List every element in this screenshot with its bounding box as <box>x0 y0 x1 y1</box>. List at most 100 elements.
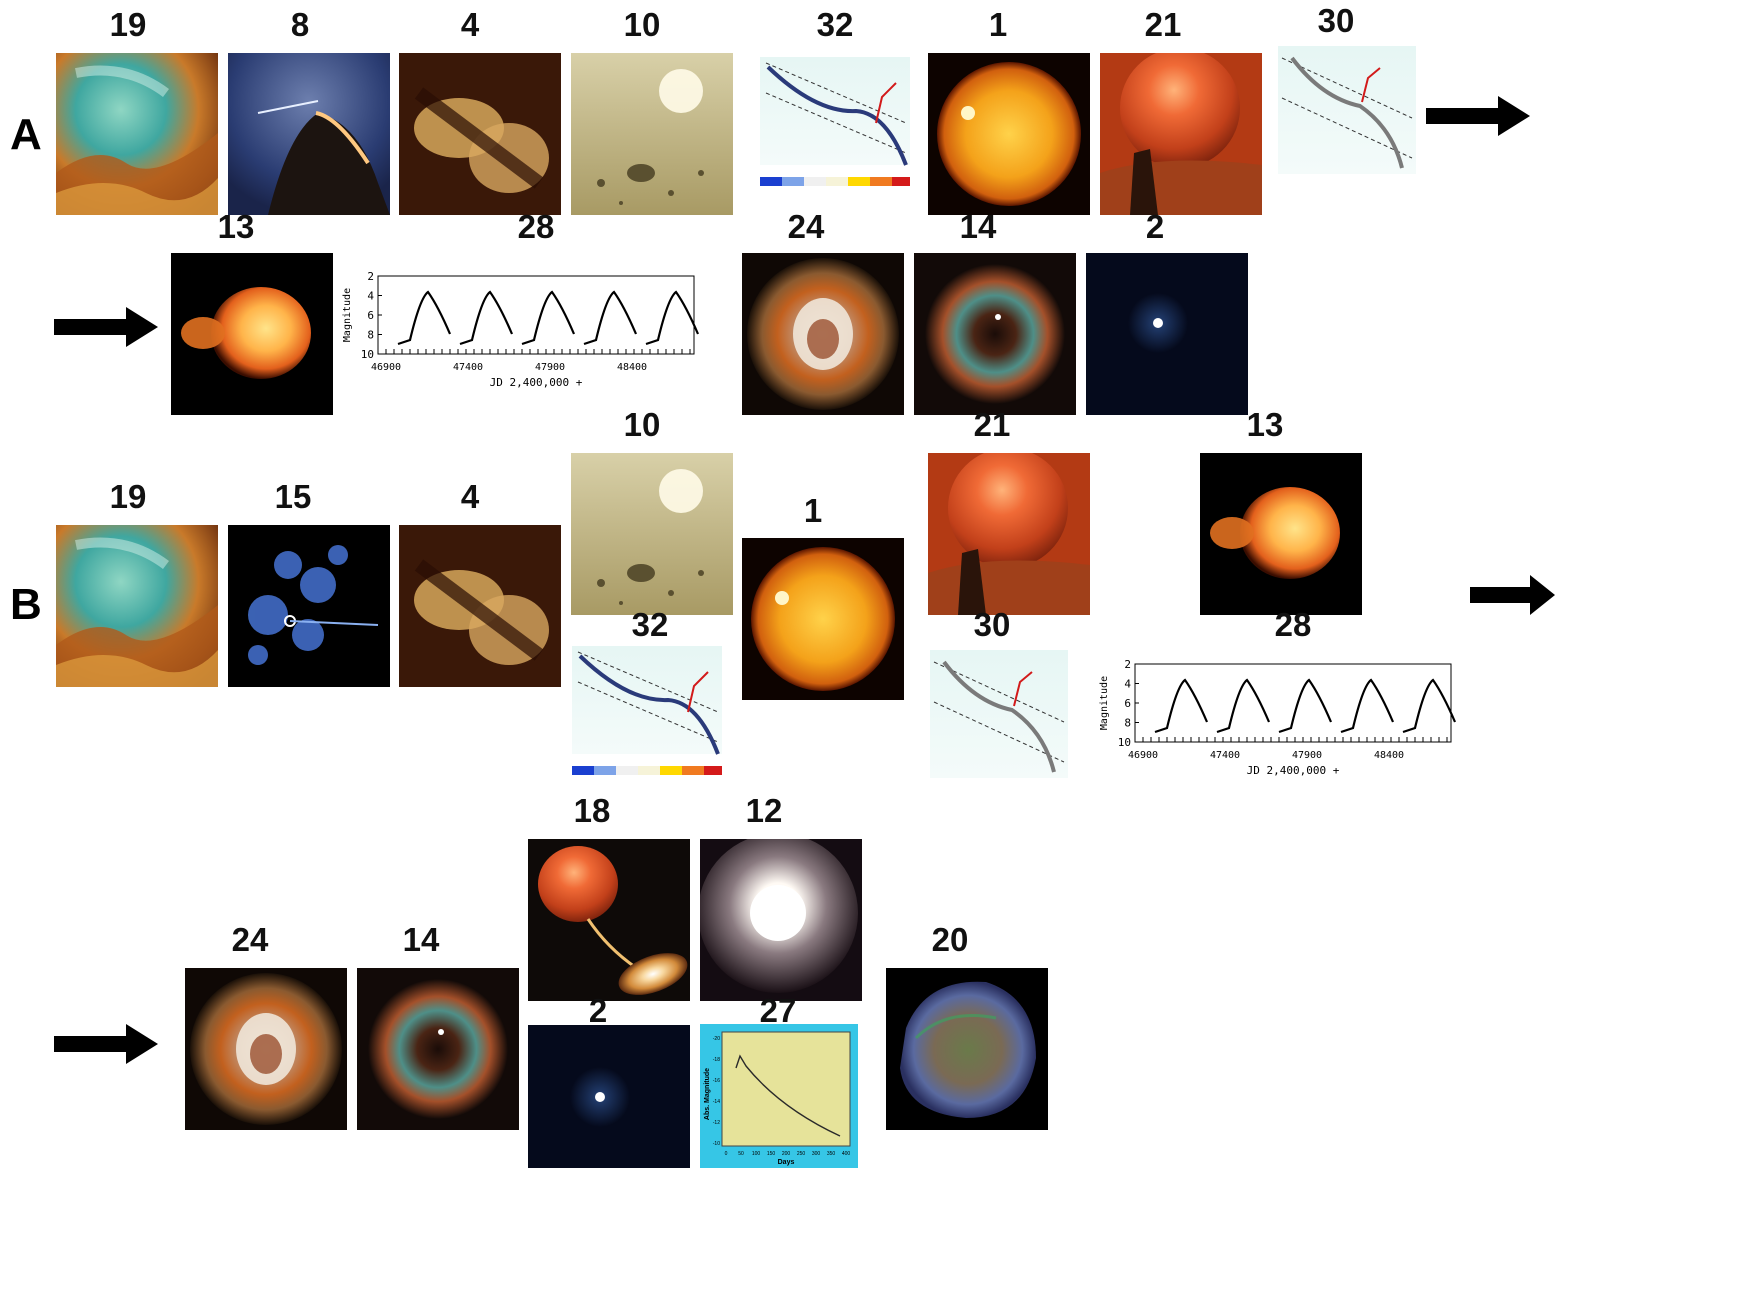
supernova-curve-series <box>735 1054 841 1137</box>
label-b3: 4 <box>460 478 480 515</box>
x-tick-label: 46900 <box>1128 750 1158 761</box>
label-a1: 19 <box>109 6 147 43</box>
x-tick-label: 400 <box>842 1151 851 1157</box>
x-tick-label: 47400 <box>453 362 483 373</box>
x-axis-label: JD 2,400,000 + <box>490 376 583 389</box>
row-label-b: B <box>10 580 42 629</box>
accreting-binary-image <box>528 839 690 1001</box>
arrow-right-icon <box>54 307 158 347</box>
label-b10: 28 <box>1274 606 1312 643</box>
planetesimal-disk-image <box>571 53 733 215</box>
arrow-right-icon <box>54 1024 158 1064</box>
y-tick-label: -10 <box>713 1141 720 1147</box>
x-tick-label: 0 <box>725 1151 728 1157</box>
light-curve-series <box>397 290 700 346</box>
x-tick-label: 250 <box>797 1151 806 1157</box>
y-tick-label: 8 <box>367 329 374 342</box>
x-tick-label: 48400 <box>1374 750 1404 761</box>
y-axis-label: Magnitude <box>342 288 353 342</box>
y-axis-label: Abs. Magnitude <box>704 1068 711 1120</box>
planetary-nebula-eskimo-image <box>742 253 904 415</box>
label-b8: 30 <box>973 606 1011 643</box>
arrow-right-icon <box>1426 96 1530 136</box>
hr-diagram-main-sequence <box>557 642 727 782</box>
y-tick-label: 10 <box>361 348 374 361</box>
label-c5: 12 <box>745 792 783 829</box>
y-tick-label: -12 <box>713 1120 720 1126</box>
label-b1: 19 <box>109 478 147 515</box>
y-tick-label: 2 <box>1124 658 1131 671</box>
blue-star-cluster-image <box>228 525 390 687</box>
nebula-image <box>56 525 218 687</box>
mira-star-image <box>171 253 333 415</box>
hr-diagram-giant-branch <box>1262 38 1420 194</box>
supernova-remnant-image <box>886 968 1048 1130</box>
label-b7: 21 <box>973 406 1011 443</box>
y-tick-label: 6 <box>367 309 374 322</box>
y-tick-label: 4 <box>1124 678 1131 691</box>
x-tick-label: 47900 <box>1292 750 1322 761</box>
label-b2: 15 <box>274 478 312 515</box>
y-tick-label: -20 <box>713 1036 720 1042</box>
x-tick-label: 50 <box>738 1151 744 1157</box>
y-tick-label: 8 <box>1124 717 1131 730</box>
x-tick-label: 47900 <box>535 362 565 373</box>
y-axis-label: Magnitude <box>1099 676 1110 730</box>
label-c7: 20 <box>931 921 969 958</box>
white-dwarf-image <box>528 1025 690 1168</box>
plot-frame <box>377 275 695 355</box>
label-b5: 32 <box>631 606 669 643</box>
x-tick-label: 100 <box>752 1151 761 1157</box>
mira-star-image <box>1200 453 1362 615</box>
y-tick-label: 2 <box>367 270 374 283</box>
arrow-right-icon <box>1470 575 1555 615</box>
red-giant-landscape-image <box>928 453 1090 615</box>
label-a6: 1 <box>988 6 1008 43</box>
x-tick-label: 47400 <box>1210 750 1240 761</box>
x-tick-label: 48400 <box>617 362 647 373</box>
helix-nebula-image <box>357 968 519 1130</box>
x-tick-label: 46900 <box>371 362 401 373</box>
protostar-disk-image <box>399 53 561 215</box>
label-b4: 10 <box>623 406 661 443</box>
label-c6: 27 <box>759 992 797 1029</box>
label-a4: 10 <box>623 6 661 43</box>
y-tick-label: 6 <box>1124 697 1131 710</box>
supernova-light-curve-chart: Abs. Magnitude Days 0 50 100 150 200 250 300 350 4… <box>700 1024 858 1168</box>
nebula-image <box>56 53 218 215</box>
y-tick-label: -14 <box>713 1099 720 1105</box>
planetesimal-disk-image <box>571 453 733 615</box>
label-a5: 32 <box>816 6 854 43</box>
label-c2: 14 <box>402 921 440 958</box>
sun-image <box>928 53 1090 215</box>
y-tick-label: 4 <box>367 290 374 303</box>
hr-diagram-main-sequence <box>746 53 914 193</box>
herbig-haro-jet-image <box>228 53 390 215</box>
x-tick-label: 150 <box>767 1151 776 1157</box>
label-c1: 24 <box>231 921 269 958</box>
nova-explosion-image <box>700 839 862 1001</box>
row-label-a: A <box>10 110 42 159</box>
label-a11: 24 <box>787 208 825 245</box>
y-tick-label: 10 <box>1118 736 1131 749</box>
label-c4: 2 <box>588 992 608 1029</box>
label-a8: 30 <box>1317 2 1355 39</box>
label-a12: 14 <box>959 208 997 245</box>
light-curve-series <box>1154 678 1457 734</box>
sun-image <box>742 538 904 700</box>
light-curve-chart: 2 4 6 8 10 46900 47400 47900 48400 Magnitude JD 2,… <box>1097 656 1457 780</box>
protostar-disk-image <box>399 525 561 687</box>
planetary-nebula-eskimo-image <box>185 968 347 1130</box>
light-curve-chart: 2 4 6 8 10 46900 47400 47900 48400 Magnitude JD 2,… <box>340 268 700 392</box>
y-tick-label: -16 <box>713 1078 720 1084</box>
label-a3: 4 <box>460 6 480 43</box>
red-giant-landscape-image <box>1100 53 1262 215</box>
x-axis-label: JD 2,400,000 + <box>1247 764 1340 777</box>
x-axis-label: Days <box>778 1159 795 1166</box>
x-tick-label: 200 <box>782 1151 791 1157</box>
plot-area <box>721 1031 851 1147</box>
hr-diagram-giant-branch <box>914 642 1072 798</box>
label-a7: 21 <box>1144 6 1182 43</box>
label-a10: 28 <box>517 208 555 245</box>
x-tick-label: 300 <box>812 1151 821 1157</box>
